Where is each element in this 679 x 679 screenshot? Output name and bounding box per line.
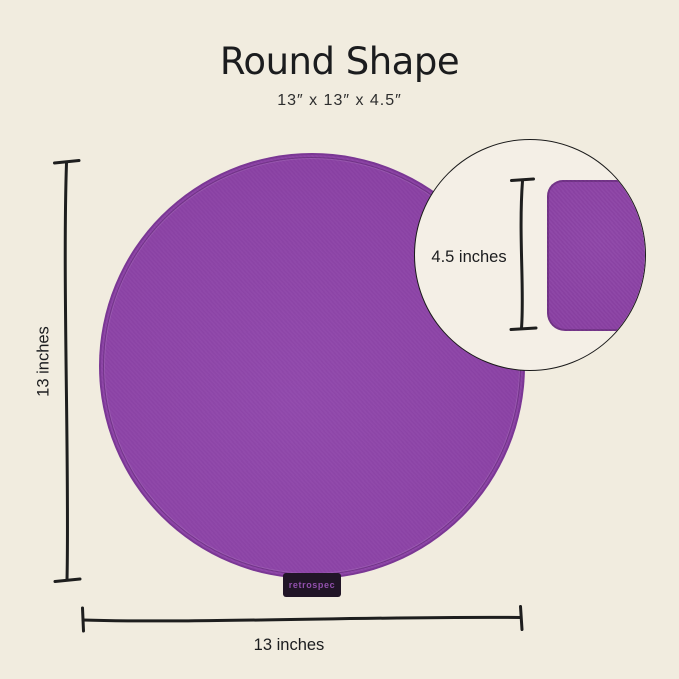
- page-title: Round Shape: [219, 40, 460, 83]
- height-dimension-line: [53, 159, 82, 583]
- height-dimension-label: 13 inches: [34, 326, 53, 397]
- width-dimension-line: [81, 605, 524, 633]
- dimensions-subtitle: 13″ x 13″ x 4.5″: [277, 92, 402, 109]
- thickness-dimension-label: 4.5 inches: [431, 248, 507, 266]
- brand-tag-label: retrospec: [288, 580, 336, 590]
- cushion-side-view: [547, 180, 645, 331]
- brand-tag: retrospec: [283, 573, 341, 597]
- width-dimension-label: 13 inches: [253, 636, 325, 654]
